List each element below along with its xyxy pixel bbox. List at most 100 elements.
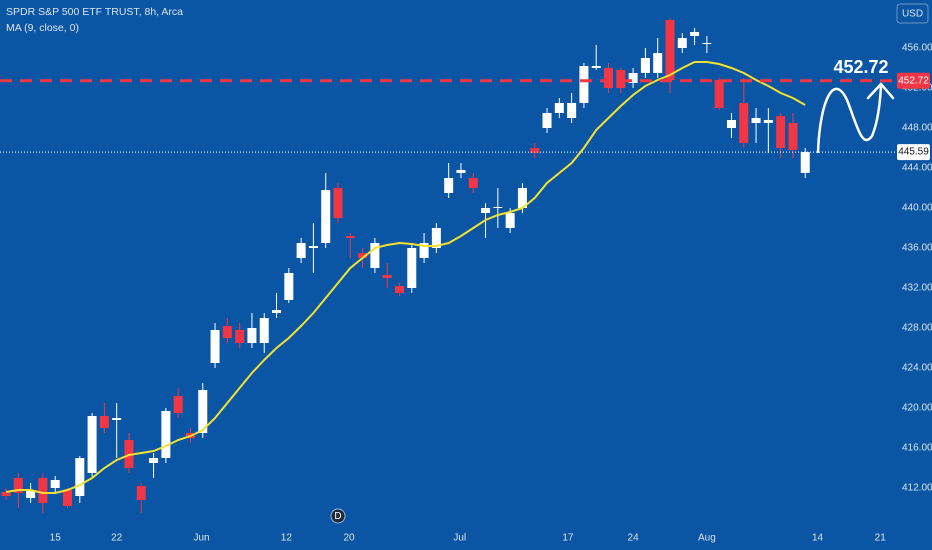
candle-body <box>628 73 638 83</box>
x-tick-label: Aug <box>698 533 716 544</box>
candle-body <box>38 478 48 503</box>
candle-body <box>75 458 85 496</box>
candle-body <box>800 152 810 173</box>
candle-body <box>653 53 663 73</box>
y-tick-label: 412.00 <box>902 483 932 494</box>
moving-average <box>5 61 806 494</box>
candle-body <box>493 207 503 208</box>
candle-body <box>640 58 650 73</box>
candle-body <box>407 248 417 288</box>
annotation: 452.72 <box>833 57 888 77</box>
candle-body <box>763 120 773 123</box>
price-label: 452.72 <box>898 75 929 86</box>
candle-body <box>50 480 60 488</box>
candle-body <box>161 411 171 458</box>
x-tick-label: 20 <box>344 533 356 544</box>
candle-body <box>26 490 36 498</box>
price-label-box <box>897 144 930 161</box>
candle-body <box>149 458 159 463</box>
price-label: 445.59 <box>898 147 929 158</box>
candle-body <box>259 318 269 343</box>
price-label-box <box>897 72 930 89</box>
candle-body <box>173 396 183 413</box>
candle-body <box>751 118 761 123</box>
candle-body <box>591 66 601 68</box>
candle-body <box>321 190 331 243</box>
candle-body <box>247 328 257 343</box>
candle-body <box>542 113 552 128</box>
y-tick-label: 428.00 <box>902 323 932 334</box>
candle-body <box>505 213 515 228</box>
x-tick-label: 21 <box>875 533 887 544</box>
candle-body <box>358 253 368 258</box>
candle-body <box>382 275 392 278</box>
x-tick-label: 15 <box>50 533 62 544</box>
candle-body <box>702 43 712 44</box>
candle-body <box>444 178 454 193</box>
candle-body <box>284 273 294 300</box>
x-tick-label: 14 <box>812 533 824 544</box>
x-tick-label: 17 <box>562 533 574 544</box>
candle-body <box>776 116 786 148</box>
event-label: D <box>334 511 341 522</box>
candle-body <box>481 208 491 213</box>
candle-body <box>554 103 564 113</box>
candle-body <box>13 478 23 493</box>
y-tick-label: 436.00 <box>902 243 932 254</box>
x-tick-label: 22 <box>111 533 123 544</box>
candle-body <box>222 326 232 338</box>
candle-body <box>456 170 466 173</box>
candle-body <box>517 188 527 208</box>
candle-body <box>419 243 429 258</box>
x-tick-label: 24 <box>628 533 640 544</box>
candle-body <box>345 236 355 238</box>
candle-body <box>567 103 577 118</box>
candle-body <box>714 80 724 108</box>
candle-body <box>63 490 73 506</box>
x-tick-label: Jul <box>453 533 466 544</box>
event-marker <box>330 508 346 524</box>
candle-body <box>690 32 700 36</box>
candle-body <box>370 243 380 268</box>
y-tick-label: 424.00 <box>902 363 932 374</box>
candle-body <box>136 486 146 500</box>
candle-body <box>739 103 749 143</box>
y-tick-label: 420.00 <box>902 403 932 414</box>
candle-body <box>579 66 589 103</box>
candle-body <box>99 416 109 428</box>
y-tick-label: 416.00 <box>902 443 932 454</box>
candle-body <box>616 70 626 88</box>
chart-title: SPDR S&P 500 ETF TRUST, 8h, Arca <box>6 6 183 18</box>
candle-body <box>726 120 736 128</box>
candle-body <box>210 330 220 363</box>
candle-body <box>87 416 97 473</box>
x-tick-label: Jun <box>193 533 209 544</box>
candle-body <box>235 330 245 343</box>
candle-body <box>677 38 687 48</box>
indicator-label: MA (9, close, 0) <box>6 22 79 34</box>
candle-body <box>431 228 441 248</box>
candle-body <box>272 310 282 313</box>
candle-body <box>112 418 122 420</box>
candle-body <box>296 243 306 258</box>
plot: 412.00 416.00 420.00 424.00 428.00 432.00 436.… <box>0 18 932 544</box>
candle-body <box>530 148 540 153</box>
currency-button[interactable] <box>896 3 929 24</box>
y-tick-label: 448.00 <box>902 123 932 134</box>
y-tick-label: 444.00 <box>902 163 932 174</box>
candle-body <box>665 20 675 80</box>
candle-body <box>333 188 343 218</box>
candle-body <box>788 123 798 150</box>
arrow-curve <box>816 84 883 154</box>
y-tick-label: 456.00 <box>902 43 932 54</box>
y-tick-label: 440.00 <box>902 203 932 214</box>
candle-body <box>1 492 11 496</box>
currency-label[interactable]: USD <box>902 9 923 20</box>
candle-body <box>394 286 404 293</box>
x-tick-label: 12 <box>281 533 293 544</box>
candle-body <box>308 246 318 248</box>
y-tick-label: 432.00 <box>902 283 932 294</box>
arrow-head <box>866 82 895 100</box>
